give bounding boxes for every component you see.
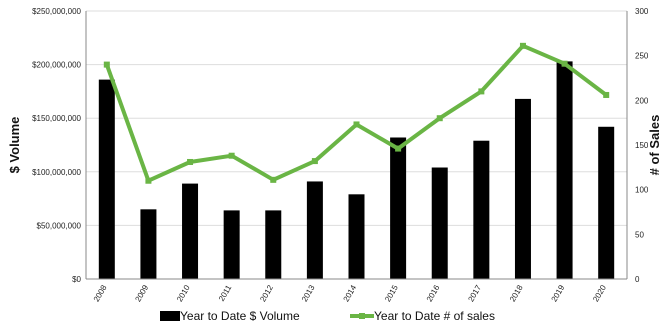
bar (306, 181, 323, 279)
line-point (353, 121, 360, 128)
legend: Year to Date $ Volume Year to Date # of s… (160, 309, 495, 323)
bar (265, 210, 282, 279)
bar (514, 98, 531, 280)
x-tick-label: 2010 (175, 283, 192, 303)
y-right-axis-title: # of Sales (647, 115, 662, 176)
bar (390, 137, 407, 279)
bar-series (98, 61, 615, 280)
y-left-tick-label: $100,000,000 (32, 168, 81, 177)
bar (348, 194, 365, 279)
x-tick-label: 2013 (300, 283, 317, 303)
legend-bar-swatch (160, 311, 180, 321)
x-tick-label: 2017 (466, 283, 483, 303)
bar (98, 79, 115, 279)
x-tick-label: 2009 (133, 283, 150, 303)
legend-bar-label: Year to Date $ Volume (180, 309, 300, 323)
y-left-tick-label: $250,000,000 (32, 7, 81, 16)
bar (431, 167, 448, 279)
y-right-tick-label: 300 (635, 7, 649, 16)
legend-line-label: Year to Date # of sales (374, 309, 495, 323)
x-tick-label: 2008 (92, 283, 109, 303)
line-point (603, 91, 610, 98)
line-point (311, 158, 318, 165)
line-point (519, 42, 526, 49)
x-tick-label: 2019 (550, 283, 567, 303)
line-series (103, 42, 610, 184)
x-tick-label: 2015 (383, 283, 400, 303)
bar (598, 126, 615, 279)
y-left-tick-label: $50,000,000 (37, 221, 82, 230)
y-right-tick-label: 250 (635, 52, 649, 61)
y-right-tick-label: 50 (635, 230, 644, 239)
y-left-tick-label: $0 (72, 275, 81, 284)
line-path (104, 43, 608, 183)
line-point (187, 158, 194, 165)
y-left-tick-label: $150,000,000 (32, 114, 81, 123)
line-point (103, 61, 110, 68)
line-point (436, 115, 443, 122)
legend-line-marker (359, 313, 365, 319)
x-tick-label: 2018 (508, 283, 525, 303)
y-right-tick-label: 0 (635, 275, 640, 284)
x-tick-label: 2011 (217, 283, 234, 303)
line-point (561, 60, 568, 67)
y-right-tick-label: 100 (635, 186, 649, 195)
bar (473, 140, 490, 279)
bar (140, 209, 157, 279)
bar (556, 61, 573, 279)
line-point (228, 152, 235, 159)
bar (223, 210, 240, 279)
y-left-axis-title: $ Volume (7, 117, 22, 174)
line-point (145, 177, 152, 184)
y-right-tick-label: 150 (635, 141, 649, 150)
x-tick-label: 2012 (258, 283, 275, 303)
line-point (478, 88, 485, 95)
line-point (270, 176, 277, 183)
y-left-tick-label: $200,000,000 (32, 61, 81, 70)
x-tick-label: 2020 (591, 283, 608, 303)
y-right-tick-label: 200 (635, 96, 649, 105)
x-tick-label: 2014 (342, 283, 359, 303)
bar (182, 183, 199, 279)
line-point (395, 145, 402, 152)
x-tick-label: 2016 (425, 283, 442, 303)
